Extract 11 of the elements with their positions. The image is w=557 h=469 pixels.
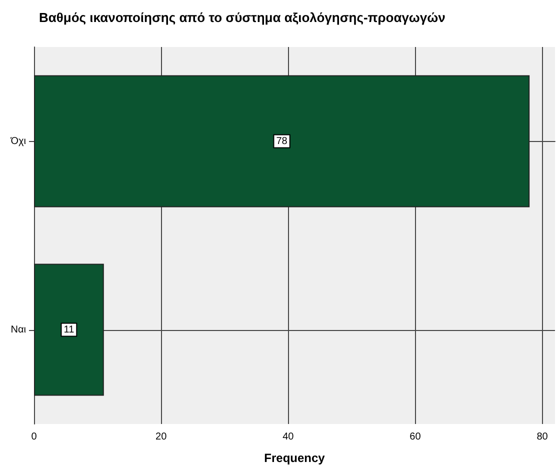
- y-tick-label: Ναι: [10, 324, 26, 336]
- data-label: 11: [64, 324, 75, 336]
- x-tick-label: 80: [536, 432, 548, 442]
- x-axis-title: Frequency: [264, 451, 326, 465]
- data-label: 78: [276, 136, 288, 147]
- x-tick-label: 40: [282, 432, 294, 442]
- y-tick-label: Όχι: [10, 136, 26, 147]
- chart-title: Βαθμός ικανοποίησης από το σύστημα αξιολόγησης-προαγωγών: [39, 10, 446, 25]
- x-tick-label: 60: [410, 432, 422, 442]
- x-tick-label: 0: [31, 432, 38, 442]
- x-tick-label: 20: [156, 432, 168, 442]
